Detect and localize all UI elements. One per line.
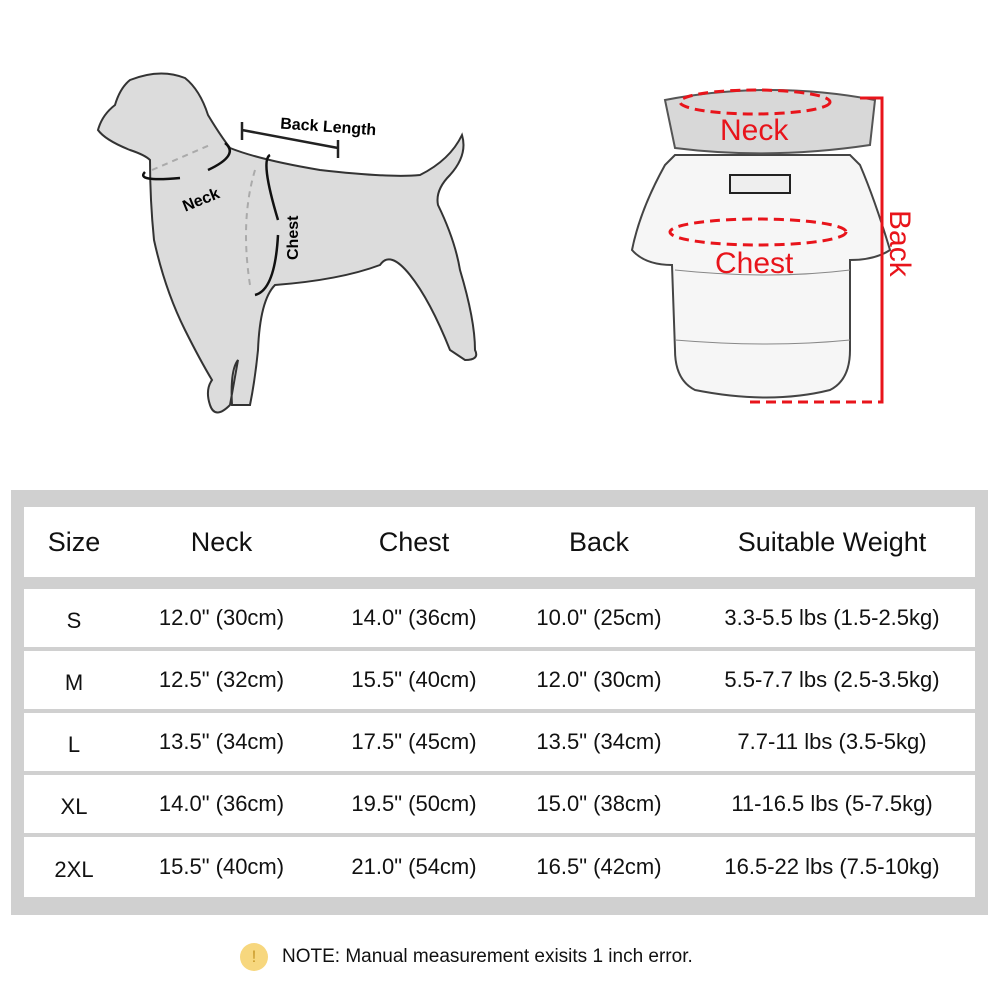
cell-size: XL: [60, 794, 88, 819]
table-header-row: Size Neck Chest Back Suitable Weight: [24, 507, 975, 577]
cell-weight: 3.3-5.5 lbs (1.5-2.5kg): [724, 605, 940, 630]
cell-weight: 5.5-7.7 lbs (2.5-3.5kg): [724, 667, 940, 692]
cell-chest: 17.5" (45cm): [351, 729, 477, 754]
table-row: M 12.5" (32cm) 15.5" (40cm) 12.0" (30cm)…: [24, 651, 975, 709]
neck-arrow-icon: [142, 142, 231, 181]
cell-neck: 14.0" (36cm): [158, 791, 285, 816]
cell-size: M: [64, 670, 84, 695]
header-size: Size: [47, 526, 101, 557]
dog-measurement-diagram: Back Length Neck Chest: [96, 72, 478, 414]
cell-chest: 14.0" (36cm): [351, 605, 477, 630]
coat-back-label: Back: [883, 210, 916, 278]
cell-neck: 15.5" (40cm): [158, 854, 285, 879]
header-back: Back: [568, 526, 630, 557]
coat-chest-label: Chest: [715, 247, 794, 280]
header-chest: Chest: [378, 526, 450, 557]
header-suitable-weight: Suitable Weight: [737, 526, 927, 557]
dog-silhouette: [96, 72, 478, 414]
cell-back: 13.5" (34cm): [536, 729, 662, 754]
cell-size: 2XL: [54, 857, 94, 882]
measurement-note: ! NOTE: Manual measurement exisits 1 inc…: [240, 940, 693, 974]
cell-weight: 11-16.5 lbs (5-7.5kg): [731, 791, 933, 816]
cell-neck: 13.5" (34cm): [158, 729, 285, 754]
dog-chest-label: Chest: [285, 215, 302, 260]
cell-weight: 16.5-22 lbs (7.5-10kg): [724, 854, 940, 879]
coat-neck-label: Neck: [720, 114, 789, 147]
cell-neck: 12.0" (30cm): [158, 605, 285, 630]
cell-chest: 21.0" (54cm): [351, 854, 477, 879]
back-length-label: Back Length: [280, 116, 377, 140]
table-row: XL 14.0" (36cm) 19.5" (50cm) 15.0" (38cm…: [24, 775, 975, 833]
exclamation-icon: !: [240, 943, 268, 971]
cell-chest: 19.5" (50cm): [351, 791, 477, 816]
cell-neck: 12.5" (32cm): [158, 667, 285, 692]
cell-weight: 7.7-11 lbs (3.5-5kg): [737, 729, 927, 754]
back-length-line-icon: [240, 122, 340, 158]
size-table: Size Neck Chest Back Suitable Weight S 1…: [11, 490, 988, 915]
cell-back: 12.0" (30cm): [536, 667, 662, 692]
cell-back: 10.0" (25cm): [536, 605, 662, 630]
cell-back: 16.5" (42cm): [536, 854, 662, 879]
table-row: 2XL 15.5" (40cm) 21.0" (54cm) 16.5" (42c…: [24, 837, 975, 897]
cell-size: L: [67, 732, 81, 757]
cell-back: 15.0" (38cm): [536, 791, 662, 816]
table-row: S 12.0" (30cm) 14.0" (36cm) 10.0" (25cm)…: [24, 589, 975, 647]
chest-arrow-icon: [254, 153, 280, 297]
cell-chest: 15.5" (40cm): [351, 667, 477, 692]
note-text: NOTE: Manual measurement exisits 1 inch …: [282, 946, 693, 967]
header-neck: Neck: [190, 526, 253, 557]
coat-body: [630, 154, 892, 399]
cell-size: S: [66, 608, 82, 633]
coat-measurement-diagram: Neck Chest Back: [630, 88, 916, 404]
table-row: L 13.5" (34cm) 17.5" (45cm) 13.5" (34cm)…: [24, 713, 975, 771]
